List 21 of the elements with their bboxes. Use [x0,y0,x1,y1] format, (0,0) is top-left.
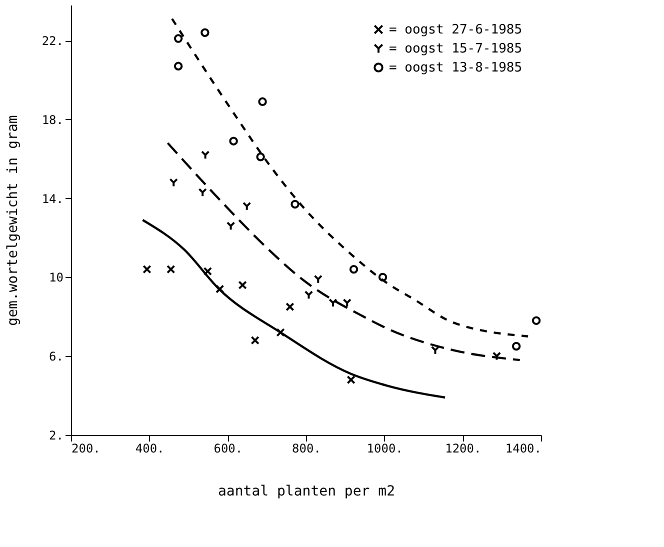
y-tick-label: 18. [42,112,64,127]
legend-label: = oogst 13-8-1985 [389,60,522,76]
y-axis-title: gem.wortelgewicht in gram [4,115,21,326]
y-tick-label: 14. [42,192,64,206]
legend-label: = oogst 15-7-1985 [389,42,522,56]
x-tick-label: 400. [135,442,164,456]
legend-label: = oogst 27-6-1985 [389,22,522,38]
x-axis-title: aantal planten per m2 [218,484,396,500]
x-tick-label: 1400. [505,442,542,456]
y-tick-label: 6. [49,350,64,364]
x-tick-label: 1200. [445,442,482,456]
y-tick-label: 10 [49,270,64,285]
y-tick-label: 22. [42,34,64,48]
x-tick-label: 200. [72,442,100,456]
line-series [166,142,521,362]
x-tick-label: 600. [214,442,243,456]
y-tick-label: 2. [49,428,64,442]
line-series [170,18,530,338]
line-series [142,218,446,399]
x-tick-label: 1000. [366,442,403,456]
x-tick-label: 800. [292,442,321,456]
